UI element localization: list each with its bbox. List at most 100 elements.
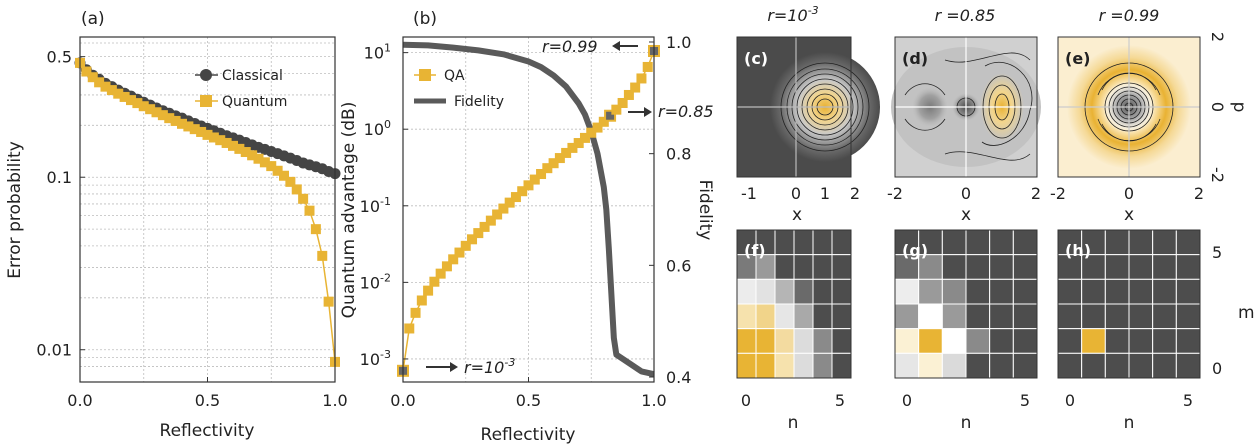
matrix-cell (1128, 254, 1154, 280)
panel-c-xtick: 2 (850, 184, 860, 203)
matrix-cell (831, 278, 852, 305)
qa-point (441, 261, 452, 272)
matrix-cell (1152, 229, 1177, 256)
matrix-cell (1012, 303, 1038, 330)
legend-fidelity-label: Fidelity (454, 94, 504, 110)
quantum-point (247, 150, 258, 161)
panel-b-ytick-label: 100 (364, 118, 391, 139)
panel-d-xtick: -2 (887, 184, 903, 203)
matrix-cell (793, 229, 814, 256)
matrix-cell (918, 303, 943, 330)
quantum-point (240, 147, 251, 158)
panel-b-legend: QA Fidelity (414, 68, 504, 110)
matrix-cell (1128, 229, 1154, 256)
matrix-cell (965, 328, 991, 354)
matrix-cell (1057, 278, 1083, 305)
panel-b-y2tick-label: 0.4 (666, 368, 691, 387)
qa-point (410, 307, 421, 318)
qa-point (473, 228, 484, 239)
matrix-cell (1175, 303, 1201, 330)
quantum-point (106, 85, 117, 96)
qa-point (460, 240, 471, 251)
matrix-cell (1152, 254, 1177, 280)
panel-a-ytick-label: 0.5 (47, 48, 72, 67)
panel-f-xtick: 0 (741, 391, 751, 410)
panel-h-y-axis-label: m (1238, 303, 1255, 323)
matrix-cell (1175, 229, 1201, 256)
matrix-cell (736, 303, 757, 330)
qa-point (429, 276, 440, 287)
panel-a-xtick-label: 0.0 (67, 391, 92, 410)
panel-e: (e) -2 0 2 x 2 0 -2 p (1050, 32, 1249, 225)
quantum-point (253, 153, 264, 164)
matrix-cell (1081, 303, 1106, 330)
matrix-cell (831, 303, 852, 330)
matrix-cell (755, 303, 776, 330)
matrix-cell (774, 303, 795, 330)
panel-g-x-axis-label: n (961, 413, 972, 433)
panel-b-y-axis-label: Quantum advantage (dB) (339, 102, 359, 319)
panel-a-y-ticks: 0.5 0.1 0.01 (36, 48, 85, 360)
qa-point (517, 186, 528, 197)
panel-b-x-ticks: 0.0 0.5 1.0 (390, 377, 667, 410)
panel-e-xtick: 0 (1124, 184, 1134, 203)
panel-h-tag: (h) (1065, 241, 1091, 260)
panel-b-y2-axis-label: Fidelity (695, 180, 715, 241)
quantum-point (202, 129, 213, 140)
matrix-frame (736, 229, 852, 379)
wigner-panels: r=10-3 r =0.85 r =0.99 (c) -1 0 1 2 x (736, 4, 1249, 225)
qa-point (642, 61, 653, 72)
panel-b-y2tick-label: 0.6 (666, 256, 691, 275)
matrix-cell (1057, 328, 1083, 354)
quantum-point (126, 95, 136, 106)
quantum-point (157, 110, 168, 121)
panel-e-ptick: 0 (1208, 102, 1227, 112)
annotation-r1e3-arrowhead (450, 362, 458, 372)
panel-b-ytick-label: 101 (364, 42, 391, 63)
panel-a-x-axis-label: Reflectivity (160, 421, 255, 441)
quantum-point (177, 118, 187, 129)
panel-a-ytick-label: 0.01 (36, 341, 72, 360)
panel-a-series (74, 57, 341, 367)
qa-point (623, 89, 634, 100)
quantum-point (151, 107, 162, 118)
panel-d-x-axis-label: x (961, 205, 971, 225)
matrix-cell (894, 278, 920, 305)
matrix-frame (1057, 229, 1201, 379)
panel-e-tag: (e) (1065, 49, 1090, 68)
panel-b-annotations: r=0.99 r=0.85 r=10-3 (426, 37, 714, 377)
matrix-cell (1012, 254, 1038, 280)
panel-h-xtick: 5 (1183, 391, 1193, 410)
matrix-cell (774, 352, 795, 379)
legend-qa-marker (419, 69, 431, 81)
matrix-cell (774, 254, 795, 280)
matrix-cell (1081, 278, 1106, 305)
matrix-cell (989, 254, 1014, 280)
matrix-cell (894, 352, 920, 379)
quantum-point (279, 170, 289, 181)
qa-point (636, 73, 647, 84)
matrix-cell (989, 328, 1014, 354)
qa-point (454, 247, 465, 258)
matrix-cell (831, 328, 852, 354)
matrix-cell (774, 328, 795, 354)
matrix-cell (774, 278, 795, 305)
panel-c-title: r=10-3 (767, 4, 818, 25)
matrix-cell (989, 352, 1014, 379)
matrix-cell (1128, 278, 1154, 305)
matrix-cell (1128, 328, 1154, 354)
matrix-cell (793, 278, 814, 305)
matrix-cell (1104, 254, 1130, 280)
qa-point (435, 268, 446, 279)
matrix-cell (831, 352, 852, 379)
matrix-cell (755, 352, 776, 379)
matrix-panels: (f) (g) (h) 0 5 0 5 0 5 n n n 5 0 m (736, 229, 1255, 433)
quantum-point (132, 98, 143, 109)
quantum-point (291, 184, 302, 195)
panel-e-title: r =0.99 (1099, 6, 1160, 25)
matrix-cell (894, 303, 920, 330)
panel-d-x-ticks: -2 0 2 (887, 184, 1041, 203)
panel-h (1057, 229, 1201, 379)
annotation-r099: r=0.99 (542, 37, 598, 56)
panel-b-x-axis-label: Reflectivity (481, 425, 576, 445)
